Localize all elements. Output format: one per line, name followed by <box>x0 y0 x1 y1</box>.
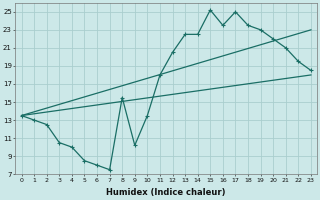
X-axis label: Humidex (Indice chaleur): Humidex (Indice chaleur) <box>107 188 226 197</box>
